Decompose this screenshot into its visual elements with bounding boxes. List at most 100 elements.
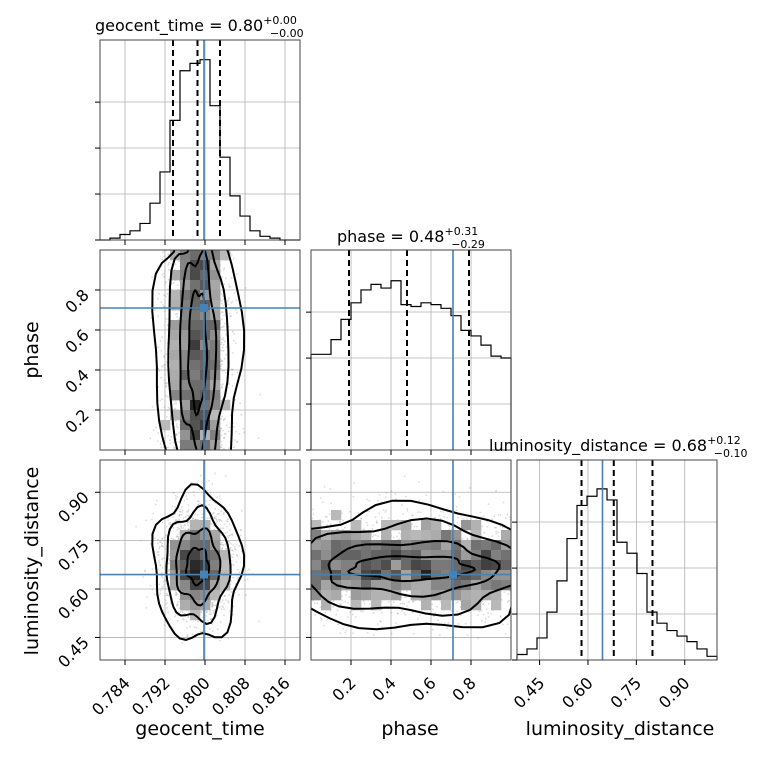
- density-bin: [170, 300, 181, 311]
- sample-point: [214, 472, 216, 475]
- sample-point: [181, 641, 184, 644]
- sample-point: [232, 544, 235, 546]
- sample-point: [177, 260, 180, 263]
- density-bin: [180, 260, 191, 271]
- sample-point: [159, 563, 162, 566]
- sample-point: [209, 618, 212, 620]
- sample-point: [215, 614, 218, 617]
- sample-point: [161, 336, 164, 339]
- sample-point: [220, 446, 223, 449]
- sample-point: [219, 527, 222, 530]
- sample-point: [164, 310, 167, 312]
- sample-point: [205, 611, 208, 614]
- sample-point: [178, 518, 181, 521]
- sample-point: [220, 519, 223, 522]
- sample-point: [235, 299, 238, 302]
- sample-point: [171, 516, 174, 519]
- sample-point: [227, 536, 230, 539]
- sample-point: [237, 576, 240, 579]
- sample-point: [166, 409, 169, 412]
- sample-point: [165, 382, 167, 385]
- sample-point: [240, 528, 242, 531]
- density-bin: [190, 540, 201, 551]
- sample-point: [236, 312, 239, 314]
- sample-point: [160, 446, 163, 449]
- sample-point: [169, 442, 172, 445]
- sample-point: [173, 408, 176, 410]
- sample-point: [154, 537, 156, 539]
- sample-point: [212, 512, 214, 515]
- sample-point: [176, 535, 179, 538]
- sample-point: [236, 544, 238, 546]
- sample-point: [234, 342, 237, 344]
- sample-point: [209, 601, 212, 604]
- panel-frame: [99, 39, 301, 241]
- sample-point: [158, 370, 161, 372]
- sample-point: [223, 314, 226, 317]
- density-bin: [180, 300, 191, 311]
- sample-point: [222, 304, 225, 307]
- sample-point: [231, 556, 234, 559]
- sample-point: [161, 398, 164, 401]
- sample-point: [225, 346, 228, 348]
- sample-point: [163, 430, 166, 433]
- density-bin: [190, 380, 201, 391]
- sample-point: [195, 518, 197, 521]
- density-bin: [180, 390, 191, 401]
- sample-point: [187, 615, 190, 618]
- panel-frame: [99, 249, 301, 451]
- sample-point: [205, 615, 208, 617]
- density-bin: [170, 290, 181, 301]
- sample-point: [224, 475, 227, 477]
- sample-point: [229, 315, 232, 318]
- sample-point: [144, 569, 147, 572]
- sample-point: [166, 324, 169, 327]
- sample-point: [163, 356, 166, 359]
- sample-point: [166, 594, 169, 597]
- sample-point: [205, 500, 208, 502]
- sample-point: [149, 584, 152, 587]
- sample-point: [165, 534, 167, 537]
- sample-point: [223, 357, 226, 360]
- sample-point: [235, 561, 238, 563]
- density-bin: [210, 280, 221, 291]
- sample-point: [173, 615, 176, 618]
- sample-point: [233, 425, 236, 428]
- sample-point: [157, 432, 160, 435]
- density-bin: [190, 390, 201, 401]
- sample-point: [231, 533, 234, 535]
- contour-line: [151, 250, 246, 450]
- sample-point: [226, 300, 229, 303]
- density-bin: [180, 440, 191, 450]
- sample-point: [165, 361, 168, 363]
- sample-point: [231, 368, 234, 371]
- sample-point: [166, 446, 168, 449]
- sample-point: [211, 603, 214, 606]
- sample-point: [225, 353, 228, 356]
- sample-point: [204, 504, 207, 506]
- sample-point: [227, 430, 230, 433]
- sample-point: [218, 606, 221, 609]
- sample-point: [214, 604, 217, 607]
- sample-point: [220, 360, 223, 362]
- sample-point: [220, 434, 223, 437]
- sample-point: [161, 537, 164, 540]
- density-bin: [170, 540, 181, 551]
- sample-point: [168, 262, 170, 264]
- sample-point: [176, 603, 178, 606]
- sample-point: [222, 543, 224, 546]
- sample-point: [183, 499, 186, 502]
- density-bin: [190, 550, 201, 561]
- sample-point: [223, 268, 225, 271]
- sample-point: [237, 577, 240, 580]
- sample-point: [233, 446, 235, 449]
- sample-point: [196, 513, 199, 516]
- sample-point: [218, 495, 221, 497]
- sample-point: [197, 500, 200, 503]
- density-bin: [170, 270, 181, 281]
- sample-point: [178, 515, 181, 518]
- sample-point: [222, 606, 225, 609]
- sample-point: [159, 340, 162, 342]
- sample-point: [165, 317, 168, 320]
- density-bin: [180, 430, 191, 441]
